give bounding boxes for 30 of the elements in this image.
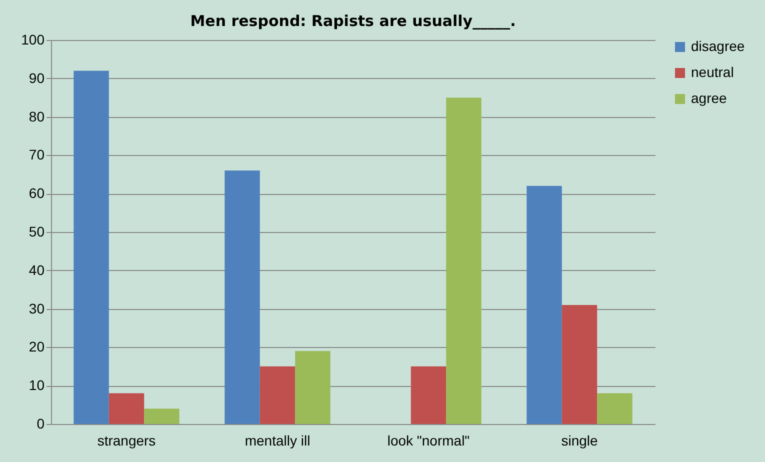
y-tick-label: 50 xyxy=(28,224,45,240)
x-tick-label: mentally ill xyxy=(244,432,310,448)
x-tick-label: single xyxy=(561,432,598,448)
y-tick-label: 40 xyxy=(28,262,45,278)
bar xyxy=(446,98,482,424)
x-tick-label: look "normal" xyxy=(387,432,470,448)
bar xyxy=(224,170,260,424)
y-tick-label: 20 xyxy=(28,338,45,355)
legend-label: disagree xyxy=(691,38,745,54)
bar xyxy=(144,408,180,424)
y-tick-label: 10 xyxy=(28,377,45,394)
legend-label: agree xyxy=(691,90,728,106)
bar xyxy=(410,366,446,424)
y-tick-label: 60 xyxy=(28,185,45,202)
bar xyxy=(260,366,296,424)
bar xyxy=(74,70,109,424)
chart-title: Men respond: Rapists are usually_____. xyxy=(190,12,516,30)
bar xyxy=(597,393,632,424)
legend-label: neutral xyxy=(691,64,734,80)
y-tick-label: 80 xyxy=(28,108,45,124)
bar xyxy=(526,186,562,424)
y-tick-label: 70 xyxy=(28,146,45,163)
y-tick-label: 90 xyxy=(28,70,45,86)
bar xyxy=(562,304,598,424)
bar xyxy=(295,351,330,424)
y-tick-label: 0 xyxy=(36,416,45,432)
y-tick-label: 100 xyxy=(21,32,45,48)
bar xyxy=(108,393,144,424)
x-tick-label: strangers xyxy=(97,432,156,448)
y-tick-label: 30 xyxy=(28,300,45,316)
